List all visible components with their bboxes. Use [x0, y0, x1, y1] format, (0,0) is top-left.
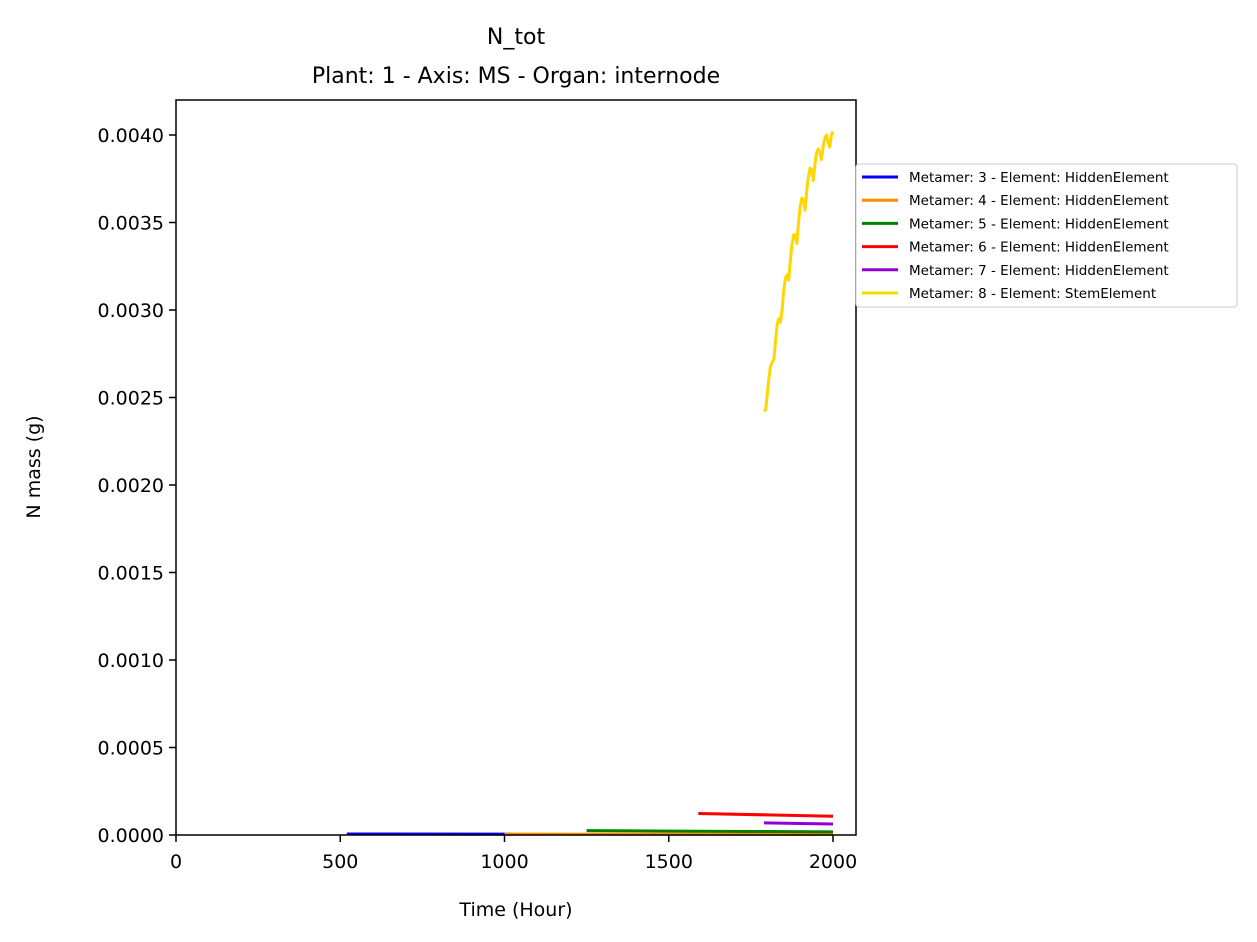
x-tick-label: 2000 — [809, 851, 857, 873]
legend-label: Metamer: 6 - Element: HiddenElement — [909, 240, 1169, 256]
legend-box — [855, 163, 1238, 308]
y-tick-label: 0.0005 — [98, 738, 164, 760]
y-axis: 0.0000 0.0005 0.0010 0.0015 0.0020 0.0025 0.00… — [98, 125, 176, 847]
y-tick-label: 0.0015 — [98, 563, 164, 585]
legend-label: Metamer: 5 - Element: HiddenElement — [909, 216, 1169, 232]
y-tick-label: 0.0020 — [98, 475, 164, 497]
x-axis: 0 500 1000 1500 2000 — [170, 835, 857, 873]
series-line-metamer-5 — [586, 829, 834, 834]
y-tick-label: 0.0040 — [98, 125, 164, 147]
y-tick-label: 0.0000 — [98, 825, 164, 847]
legend-label: Metamer: 8 - Element: StemElement — [909, 286, 1156, 302]
legend-label: Metamer: 3 - Element: HiddenElement — [909, 170, 1169, 186]
y-tick-label: 0.0025 — [98, 388, 164, 410]
x-tick-label: 0 — [170, 851, 182, 873]
legend-label: Metamer: 4 - Element: HiddenElement — [909, 193, 1169, 209]
y-axis-label: N mass (g) — [23, 415, 45, 518]
x-tick-label: 1000 — [480, 851, 528, 873]
series-line-metamer-6 — [698, 812, 834, 818]
legend: Metamer: 3 - Element: HiddenElement Metam… — [855, 163, 1238, 308]
chart-subtitle: Plant: 1 - Axis: MS - Organ: internode — [312, 64, 720, 89]
legend-label: Metamer: 7 - Element: HiddenElement — [909, 263, 1169, 279]
x-axis-label: Time (Hour) — [458, 899, 572, 921]
y-tick-label: 0.0030 — [98, 300, 164, 322]
x-tick-label: 500 — [322, 851, 358, 873]
series-layer — [346, 130, 835, 836]
plot-frame — [175, 99, 857, 836]
series-line-metamer-7 — [763, 821, 834, 826]
y-tick-label: 0.0035 — [98, 213, 164, 235]
y-tick-label: 0.0010 — [98, 650, 164, 672]
x-tick-label: 1500 — [645, 851, 693, 873]
series-line-metamer-8 — [762, 130, 835, 413]
chart-title: N_tot — [487, 25, 546, 50]
